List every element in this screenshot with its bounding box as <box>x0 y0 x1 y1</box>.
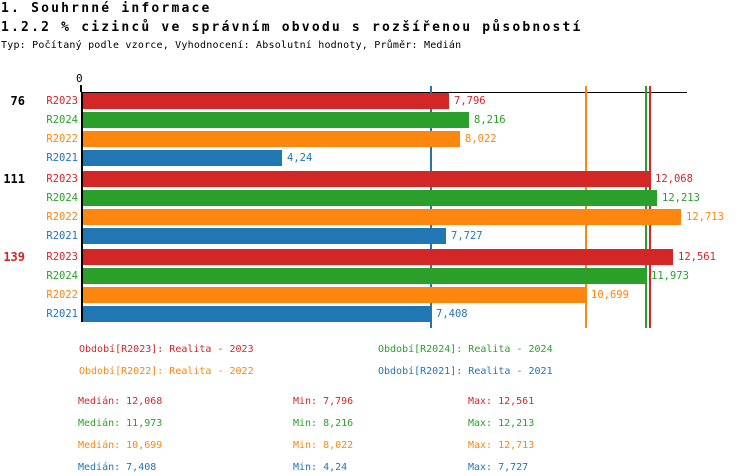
r2023-row-label: R2023 <box>46 95 78 107</box>
stat-min: Min: 8,022 <box>293 440 354 451</box>
r2021-value-label: 7,408 <box>436 308 468 320</box>
r2022-row-label: R2022 <box>46 289 78 301</box>
stat-median: Medián: 10,699 <box>78 440 163 451</box>
r2022-value-label: 10,699 <box>591 289 629 301</box>
legend-item: Období[R2022]: Realita - 2022 <box>79 366 254 377</box>
r2021-median-line <box>430 86 432 328</box>
r2024-value-label: 11,973 <box>651 270 689 282</box>
r2022-median-line <box>585 86 587 328</box>
r2023-bar <box>83 171 650 187</box>
axis-zero-label: 0 <box>76 72 83 85</box>
r2022-bar <box>83 131 460 147</box>
r2024-bar <box>83 190 657 206</box>
r2022-row-label: R2022 <box>46 211 78 223</box>
y-axis-line <box>81 92 83 322</box>
stat-min: Min: 4,24 <box>293 462 348 473</box>
r2024-bar <box>83 268 646 284</box>
r2022-value-label: 12,713 <box>686 211 724 223</box>
legend-item: Období[R2024]: Realita - 2024 <box>378 344 553 355</box>
r2023-median-line <box>649 86 651 328</box>
stat-median: Medián: 7,408 <box>78 462 157 473</box>
r2024-row-label: R2024 <box>46 192 78 204</box>
r2021-bar <box>83 306 431 322</box>
r2023-row-label: R2023 <box>46 251 78 263</box>
axis-zero-tick <box>80 85 82 92</box>
r2024-row-label: R2024 <box>46 270 78 282</box>
r2023-bar <box>83 249 673 265</box>
r2021-value-label: 4,24 <box>287 152 313 164</box>
r2024-bar <box>83 112 469 128</box>
stat-min: Min: 8,216 <box>293 418 354 429</box>
stat-max: Max: 12,561 <box>468 396 535 407</box>
r2024-row-label: R2024 <box>46 114 78 126</box>
top-axis-line <box>81 92 687 93</box>
r2023-value-label: 7,796 <box>454 95 486 107</box>
r2024-value-label: 12,213 <box>662 192 700 204</box>
r2022-bar <box>83 209 681 225</box>
page-title: 1. Souhrnné informace <box>1 1 212 16</box>
r2021-row-label: R2021 <box>46 230 78 242</box>
legend-item: Období[R2021]: Realita - 2021 <box>378 366 553 377</box>
r2021-row-label: R2021 <box>46 308 78 320</box>
legend-item: Období[R2023]: Realita - 2023 <box>79 344 254 355</box>
r2023-row-label: R2023 <box>46 173 78 185</box>
r2024-value-label: 8,216 <box>474 114 506 126</box>
group-label-111: 111 <box>3 172 25 186</box>
r2022-row-label: R2022 <box>46 133 78 145</box>
r2021-row-label: R2021 <box>46 152 78 164</box>
chart-meta: Typ: Počítaný podle vzorce, Vyhodnocení:… <box>1 40 462 51</box>
stat-max: Max: 12,713 <box>468 440 535 451</box>
r2024-median-line <box>645 86 647 328</box>
r2021-bar <box>83 228 446 244</box>
r2023-bar <box>83 93 449 109</box>
r2021-bar <box>83 150 282 166</box>
r2023-value-label: 12,068 <box>655 173 693 185</box>
stat-median: Medián: 12,068 <box>78 396 163 407</box>
r2022-bar <box>83 287 586 303</box>
stat-min: Min: 7,796 <box>293 396 354 407</box>
group-label-139: 139 <box>3 250 25 264</box>
stat-max: Max: 12,213 <box>468 418 535 429</box>
page-subtitle: 1.2.2 % cizinců ve správním obvodu s roz… <box>1 20 583 35</box>
r2021-value-label: 7,727 <box>451 230 483 242</box>
stat-max: Max: 7,727 <box>468 462 529 473</box>
stat-median: Medián: 11,973 <box>78 418 163 429</box>
r2022-value-label: 8,022 <box>465 133 497 145</box>
group-label-76: 76 <box>10 94 25 108</box>
r2023-value-label: 12,561 <box>678 251 716 263</box>
